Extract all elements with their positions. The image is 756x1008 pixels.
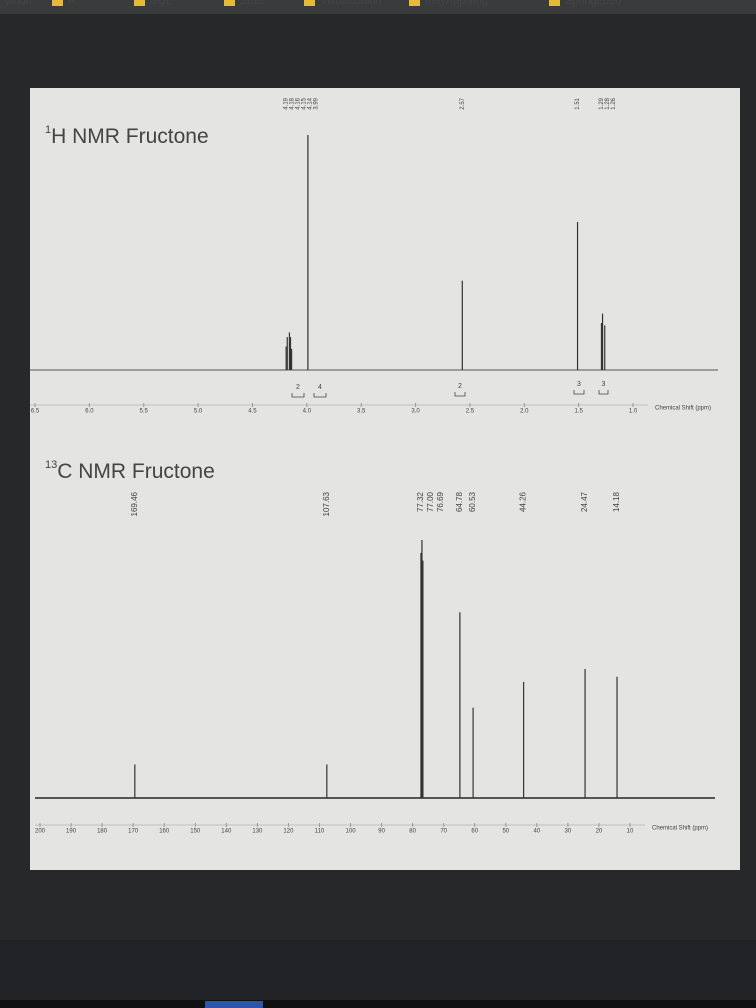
x-tick-label: 2.0 — [520, 409, 529, 415]
spectrum-chart: 13C NMR Fructone 200 190 180 170 160 150 140 130… — [35, 459, 715, 835]
x-tick-label: 5.5 — [140, 409, 149, 415]
bookmark-label: Spring2020 — [565, 0, 621, 7]
x-tick-label: 110 — [315, 829, 325, 835]
chart-title: 13C NMR Fructone — [45, 459, 215, 483]
x-tick-label: 40 — [533, 829, 540, 835]
bookmark-label: Stats — [240, 0, 266, 7]
x-tick-label: 20 — [596, 829, 603, 835]
x-tick-label: 190 — [66, 829, 77, 835]
integration-bracket — [313, 393, 327, 398]
x-tick-label: 4.5 — [248, 409, 257, 415]
integration-bracket — [598, 390, 609, 395]
integration-label: 3 — [602, 381, 606, 388]
x-tick-label: 4.0 — [303, 409, 312, 415]
x-tick-label: 170 — [128, 829, 139, 835]
peak-label: 107.63 — [322, 491, 331, 516]
x-tick-label: 10 — [627, 829, 634, 835]
title-isotope: 1 — [45, 124, 51, 136]
x-tick-label: 3.5 — [357, 409, 366, 415]
spectra: 1H NMR Fructone 6.5 6.0 5.5 5.0 4.5 4.0 3.5 3.0 2… — [30, 97, 718, 835]
peak-label: 76.69 — [436, 491, 445, 512]
peak-label: 64.78 — [455, 491, 464, 512]
bookmark-label: MayApplying — [425, 0, 488, 7]
folder-icon — [304, 0, 315, 6]
x-tick-label: 60 — [471, 829, 478, 835]
peak-label: 1.51 — [575, 97, 581, 109]
x-tick-label: 130 — [252, 829, 263, 835]
x-axis-label: Chemical Shift (ppm) — [655, 406, 711, 412]
folder-icon — [52, 0, 63, 6]
x-tick-label: 2.5 — [466, 409, 475, 415]
integration-bracket — [291, 393, 305, 398]
x-tick-label: 1.5 — [574, 409, 583, 415]
peak-label: 2.57 — [460, 97, 466, 109]
bookmark-label: SQL — [150, 0, 172, 7]
peak-label: 77.32 — [416, 491, 425, 512]
peak-label: 4.19 — [284, 97, 290, 109]
window-footer — [0, 940, 756, 1000]
folder-icon — [549, 0, 560, 6]
peak-label: 60.53 — [468, 491, 477, 512]
x-tick-label: 100 — [346, 829, 357, 835]
bookmark-label: Visualization — [320, 0, 382, 7]
integration-label: 2 — [296, 384, 300, 391]
peak-label: 4.15 — [302, 97, 308, 109]
x-tick-label: 90 — [378, 829, 385, 835]
title-text: H NMR Fructone — [51, 125, 209, 148]
x-tick-label: 6.5 — [31, 409, 40, 415]
x-tick-label: 3.0 — [411, 409, 420, 415]
x-tick-label: 120 — [283, 829, 294, 835]
bookmark-label: ython — [5, 0, 32, 7]
folder-icon — [224, 0, 235, 6]
x-tick-label: 160 — [159, 829, 170, 835]
integration-label: 4 — [318, 384, 322, 391]
peak-label: 3.99 — [314, 97, 320, 109]
taskbar-item — [205, 1001, 263, 1008]
peak-label: 1.26 — [611, 97, 617, 109]
peak-label: 1.29 — [599, 97, 605, 109]
spectrum-chart: 1H NMR Fructone 6.5 6.0 5.5 5.0 4.5 4.0 3.5 3.0 2… — [30, 97, 718, 415]
bookmarks: ython R SQL Stats Visualization MayApplying Sp… — [5, 0, 621, 7]
integration-label: 2 — [458, 383, 462, 390]
peak-label: 24.47 — [580, 491, 589, 512]
peak-label: 44.26 — [519, 491, 528, 512]
x-tick-label: 80 — [409, 829, 416, 835]
x-tick-label: 70 — [440, 829, 447, 835]
x-tick-label: 6.0 — [85, 409, 94, 415]
bookmark-label: R — [68, 0, 76, 7]
document-page — [30, 88, 740, 870]
folder-icon — [409, 0, 420, 6]
integration-label: 3 — [577, 381, 581, 388]
taskbar — [0, 1000, 756, 1008]
x-tick-label: 5.0 — [194, 409, 203, 415]
peak-label: 77.00 — [426, 491, 435, 512]
x-tick-label: 180 — [97, 829, 108, 835]
x-tick-label: 150 — [190, 829, 201, 835]
folder-icon — [134, 0, 145, 6]
peak-label: 4.16 — [296, 97, 302, 109]
bookmark-bar — [0, 0, 756, 14]
peak-label: 169.46 — [130, 491, 139, 516]
x-tick-label: 140 — [221, 829, 232, 835]
peak-label: 4.14 — [308, 97, 314, 109]
integration-bracket — [573, 390, 585, 395]
title-text: C NMR Fructone — [57, 460, 215, 483]
x-axis-label: Chemical Shift (ppm) — [652, 826, 708, 832]
title-isotope: 13 — [45, 459, 57, 471]
peak-label: 1.28 — [605, 97, 611, 109]
x-tick-label: 1.0 — [629, 409, 638, 415]
x-tick-label: 50 — [502, 829, 509, 835]
x-tick-label: 30 — [565, 829, 572, 835]
integration-bracket — [454, 392, 466, 397]
chart-title: 1H NMR Fructone — [45, 124, 209, 148]
x-tick-label: 200 — [35, 829, 46, 835]
peak-label: 14.18 — [612, 491, 621, 512]
peak-label: 4.18 — [290, 97, 296, 109]
